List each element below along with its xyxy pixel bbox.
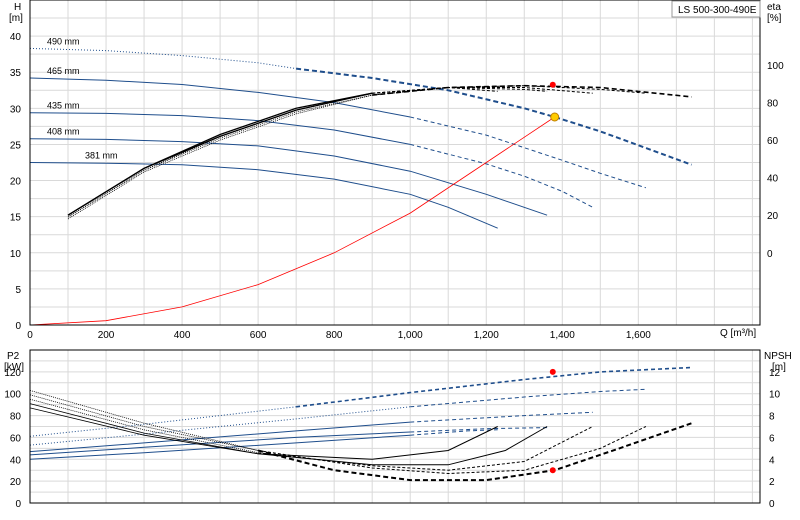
impeller-diameter-label: 435 mm	[47, 101, 80, 111]
power-panel-frame	[29, 349, 761, 504]
x-tick-label: 1,400	[550, 330, 575, 341]
head-tick-label: 10	[10, 249, 22, 260]
npsh-tick-label: 10	[769, 390, 781, 401]
power-tick-label: 40	[10, 455, 22, 466]
eta-tick-label: 40	[767, 174, 779, 185]
power-axis-title: P2	[7, 351, 20, 362]
x-tick-label: 1,200	[474, 330, 499, 341]
head-curve-dashed	[410, 143, 593, 208]
power-curve-dashed	[410, 427, 548, 433]
head-panel-frame	[29, 0, 761, 326]
npsh-curve-dashed	[257, 422, 692, 482]
x-axis-label: Q [m³/h]	[720, 328, 756, 339]
power-curve-dashed	[410, 429, 498, 436]
efficiency-curve-dashed	[372, 86, 498, 94]
head-tick-label: 0	[15, 321, 21, 332]
power-tick-label: 60	[10, 433, 22, 444]
x-tick-label: 600	[250, 330, 267, 341]
head-curve-solid	[29, 138, 548, 216]
npsh-curve	[29, 403, 259, 455]
efficiency-curve-dashed	[372, 84, 692, 98]
head-curve-dashed	[295, 67, 692, 166]
power-curve-dashed	[410, 411, 593, 423]
system-curve	[29, 116, 555, 326]
head-curve-dashed	[410, 116, 647, 189]
efficiency-duty-point	[549, 81, 556, 88]
head-curve-solid	[29, 77, 411, 118]
impeller-diameter-label: 465 mm	[47, 66, 80, 76]
duty-point-marker	[550, 112, 560, 122]
npsh-tick-label: 4	[769, 455, 775, 466]
x-tick-label: 0	[27, 330, 33, 341]
npsh-axis-unit: [m]	[772, 362, 786, 373]
power-curve	[29, 406, 297, 437]
npsh-curve	[29, 390, 259, 451]
power-tick-label: 0	[15, 499, 21, 510]
efficiency-curve	[67, 94, 373, 220]
head-tick-label: 30	[10, 104, 22, 115]
efficiency-curve-dashed	[372, 87, 593, 94]
power-tick-label: 20	[10, 477, 22, 488]
x-tick-label: 400	[174, 330, 191, 341]
npsh-curve-dashed	[258, 426, 548, 466]
power-tick-label: 120	[4, 368, 21, 379]
x-tick-label: 200	[98, 330, 115, 341]
eta-tick-label: 60	[767, 136, 779, 147]
npsh-curve-dashed	[258, 426, 498, 460]
eta-axis-unit: [%]	[767, 13, 782, 24]
power-panel-grid	[30, 350, 760, 503]
npsh-tick-label: 6	[769, 433, 775, 444]
efficiency-curve-dashed	[372, 85, 646, 96]
impeller-diameter-label: 381 mm	[85, 151, 118, 161]
x-tick-label: 1,600	[626, 330, 651, 341]
model-label-box	[671, 0, 761, 18]
head-curve-solid	[29, 112, 411, 145]
eta-tick-label: 20	[767, 211, 779, 222]
power-tick-label: 100	[4, 390, 21, 401]
npsh-tick-label: 8	[769, 412, 775, 423]
x-tick-label: 1,000	[398, 330, 423, 341]
curves-layer	[29, 47, 692, 482]
eta-tick-label: 100	[767, 61, 784, 72]
model-label: LS 500-300-490E	[678, 5, 757, 16]
head-panel-grid	[30, 0, 760, 325]
efficiency-curve	[67, 92, 373, 216]
power-curve	[29, 421, 411, 453]
power-duty-point	[549, 368, 556, 375]
power-curve	[29, 406, 411, 446]
npsh-curve	[29, 398, 259, 454]
npsh-curve-dashed	[258, 426, 647, 475]
impeller-diameter-label: 408 mm	[47, 127, 80, 137]
x-tick-label: 800	[326, 330, 343, 341]
head-curve-solid	[29, 162, 498, 229]
eta-axis-title: eta	[767, 2, 781, 13]
power-curve-dashed	[410, 388, 646, 408]
npsh-tick-label: 0	[769, 499, 775, 510]
efficiency-curve	[67, 94, 373, 218]
axes-layer	[29, 0, 761, 504]
npsh-tick-label: 2	[769, 477, 775, 488]
head-tick-label: 15	[10, 213, 22, 224]
impeller-diameter-label: 490 mm	[47, 36, 80, 46]
head-tick-label: 40	[10, 32, 22, 43]
power-curve-dashed	[296, 366, 692, 408]
head-tick-label: 25	[10, 140, 22, 151]
npsh-curve	[29, 407, 259, 455]
eta-tick-label: 0	[767, 249, 773, 260]
eta-tick-label: 80	[767, 99, 779, 110]
power-tick-label: 80	[10, 412, 22, 423]
power-axis-unit: [kW]	[4, 362, 24, 373]
npsh-tick-label: 12	[769, 368, 781, 379]
npsh-duty-point	[549, 467, 556, 474]
npsh-curve	[29, 394, 259, 451]
head-tick-label: 5	[15, 285, 21, 296]
head-axis-unit: [m]	[9, 13, 23, 24]
head-tick-label: 35	[10, 68, 22, 79]
head-axis-title: H	[14, 2, 21, 13]
npsh-axis-title: NPSH	[764, 351, 792, 362]
head-tick-label: 20	[10, 177, 22, 188]
